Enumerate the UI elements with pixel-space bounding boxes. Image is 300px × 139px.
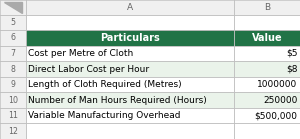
Text: Number of Man Hours Required (Hours): Number of Man Hours Required (Hours)	[28, 96, 207, 105]
Text: A: A	[127, 3, 133, 12]
Bar	[26, 92, 234, 108]
Text: 7: 7	[10, 49, 15, 58]
Bar	[234, 0, 300, 15]
Text: Variable Manufacturing Overhead: Variable Manufacturing Overhead	[28, 111, 180, 120]
Bar	[0, 15, 26, 30]
Bar	[0, 77, 26, 92]
Bar	[234, 30, 300, 46]
Text: 12: 12	[8, 127, 18, 136]
Bar	[26, 61, 234, 77]
Text: Cost per Metre of Cloth: Cost per Metre of Cloth	[28, 49, 133, 58]
Text: Length of Cloth Required (Metres): Length of Cloth Required (Metres)	[28, 80, 182, 89]
Text: 5: 5	[10, 18, 15, 27]
Bar	[26, 77, 234, 92]
Bar	[234, 46, 300, 61]
Bar	[26, 15, 234, 30]
Bar	[234, 61, 300, 77]
Bar	[234, 77, 300, 92]
Bar	[0, 61, 26, 77]
Text: B: B	[264, 3, 270, 12]
Bar	[234, 15, 300, 30]
Polygon shape	[4, 2, 22, 13]
Text: $8: $8	[286, 64, 298, 74]
Text: 8: 8	[10, 64, 15, 74]
Bar	[234, 92, 300, 108]
Text: $5: $5	[286, 49, 298, 58]
Bar	[0, 46, 26, 61]
Bar	[0, 108, 26, 123]
Bar	[0, 30, 26, 46]
Text: Value: Value	[252, 33, 282, 43]
Bar	[26, 0, 234, 15]
Bar	[0, 92, 26, 108]
Text: Direct Labor Cost per Hour: Direct Labor Cost per Hour	[28, 64, 149, 74]
Bar	[26, 46, 234, 61]
Bar	[234, 123, 300, 139]
Bar	[0, 0, 26, 15]
Bar	[26, 30, 234, 46]
Text: 9: 9	[10, 80, 15, 89]
Text: $500,000: $500,000	[255, 111, 298, 120]
Text: 11: 11	[8, 111, 18, 120]
Bar	[26, 108, 234, 123]
Bar	[234, 108, 300, 123]
Text: Particulars: Particulars	[100, 33, 160, 43]
Text: 6: 6	[10, 33, 15, 42]
Text: 1000000: 1000000	[257, 80, 298, 89]
Text: 10: 10	[8, 96, 18, 105]
Bar	[26, 123, 234, 139]
Bar	[0, 123, 26, 139]
Text: 250000: 250000	[263, 96, 298, 105]
